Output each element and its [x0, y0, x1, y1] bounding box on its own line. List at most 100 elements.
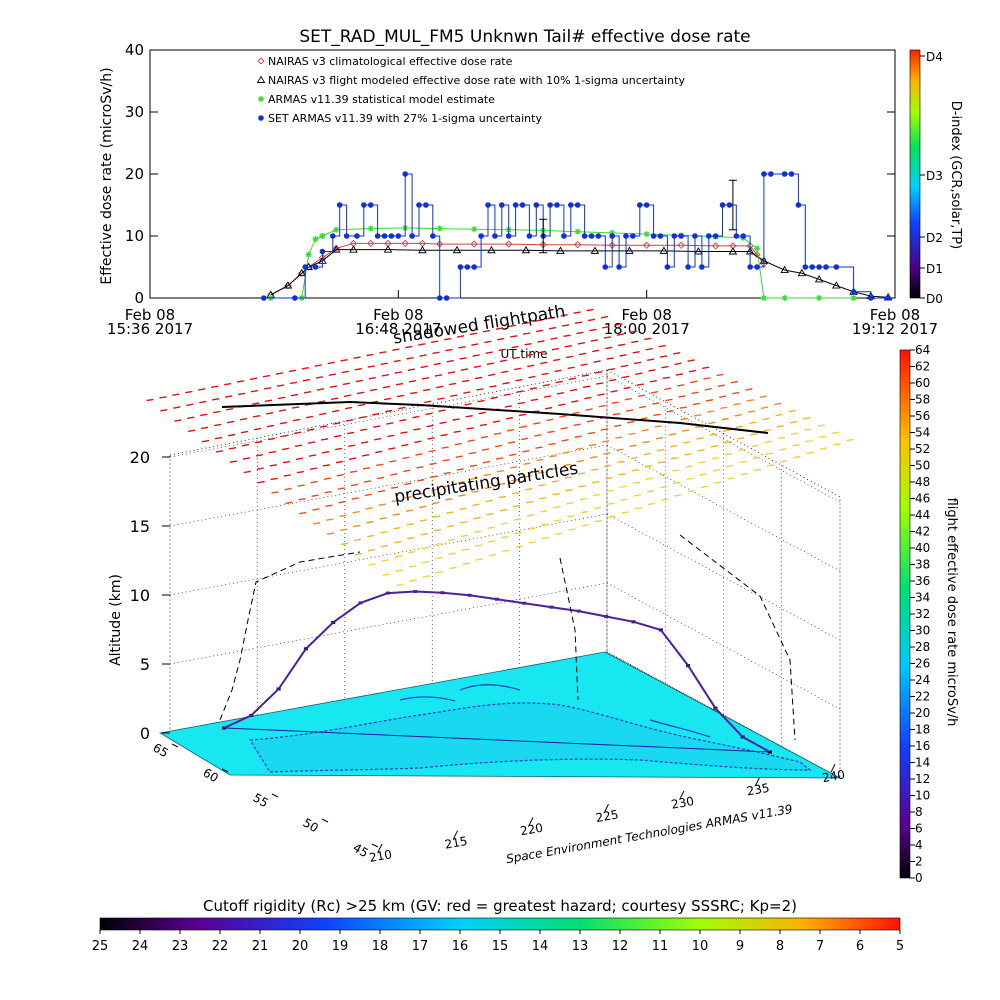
particle-dash	[712, 469, 721, 472]
dose-point-dot	[823, 264, 829, 270]
particle-dash	[381, 374, 389, 377]
particle-dash	[530, 398, 539, 402]
particle-dash	[364, 493, 373, 497]
particle-dash	[444, 337, 452, 341]
particle-dash	[766, 464, 775, 467]
dose-colorbar-tick-label: 4	[915, 838, 923, 852]
particle-dash	[479, 423, 487, 427]
cutoff-rigidity-tick-label: 24	[132, 939, 149, 954]
particle-dash	[600, 428, 609, 431]
particle-dash	[377, 489, 386, 493]
particle-dash	[332, 409, 340, 413]
particle-dash	[747, 410, 756, 413]
particle-dash	[460, 368, 469, 371]
particle-dash	[418, 343, 426, 346]
particle-dash	[623, 386, 631, 390]
particle-dash	[172, 393, 180, 396]
particle-dash	[493, 432, 502, 436]
dose-x-axis-label: UT time	[500, 347, 547, 361]
particle-dash	[584, 396, 592, 400]
dose-point-triangle	[797, 268, 807, 277]
dose-point-triangle	[694, 247, 703, 255]
particle-dash	[576, 331, 584, 335]
particle-dash	[377, 476, 385, 480]
particle-dash	[735, 425, 744, 429]
latitude-tick-label: 50	[301, 815, 321, 835]
particle-dash	[448, 552, 456, 556]
dose-point-triangle	[556, 246, 565, 254]
particle-dash	[697, 449, 705, 452]
particle-dash	[763, 429, 771, 432]
particle-dash	[537, 471, 545, 474]
particle-dash	[622, 375, 630, 379]
particle-dash	[535, 446, 543, 449]
dose-colorbar-tick-label: 58	[915, 393, 930, 407]
particle-dash	[554, 519, 562, 522]
particle-dash	[325, 504, 333, 508]
dose-colorbar-tick-label: 32	[915, 607, 930, 621]
particle-dash	[277, 396, 286, 400]
particle-dash	[541, 372, 549, 376]
particle-dash	[547, 316, 555, 320]
particle-dash	[308, 454, 317, 457]
particle-dash	[537, 340, 545, 343]
latitude-tick-label: 65	[151, 740, 171, 760]
dose-colorbar-label: flight effective dose rate microSv/h	[944, 498, 959, 727]
particle-dash	[342, 382, 351, 386]
particle-dash	[393, 359, 401, 363]
dose-point-dot	[595, 233, 602, 239]
dose-point-asterisk	[305, 251, 312, 258]
particle-dash	[551, 480, 559, 483]
dose-point-asterisk	[367, 225, 374, 232]
dose-point-triangle	[418, 245, 427, 254]
dose-point-diamond	[643, 241, 651, 249]
particle-dash	[369, 388, 378, 392]
particle-dash	[547, 430, 555, 434]
particle-dash	[501, 370, 509, 374]
particle-dash	[668, 433, 677, 436]
particle-dash	[282, 460, 291, 464]
particle-dash	[424, 400, 432, 404]
particle-dash	[358, 403, 366, 407]
grid-line-horizontal	[169, 375, 608, 458]
dose-point-dot	[381, 233, 388, 239]
particle-dash	[354, 367, 362, 371]
particle-dash	[341, 370, 349, 374]
dose-colorbar-tick-label: 52	[915, 442, 930, 456]
particle-dash	[227, 433, 236, 437]
dose-rate-panel: SET_RAD_MUL_FM5 Unknwn Tail# effective d…	[99, 27, 963, 361]
particle-dash	[340, 528, 348, 532]
particle-dash	[555, 532, 563, 536]
dose-colorbar-tick-label: 24	[915, 673, 930, 687]
particle-dash	[484, 486, 493, 490]
particle-dash	[803, 417, 811, 420]
particle-dash	[565, 488, 573, 492]
particle-dash	[315, 376, 323, 379]
particle-dash	[560, 314, 568, 317]
particle-dash	[740, 472, 748, 476]
dose-x-tick-label-time: 19:12 2017	[852, 320, 938, 338]
dose-colorbar-tick-label: 12	[915, 772, 930, 786]
particle-dash	[527, 364, 535, 368]
cutoff-rigidity-tick-label: 13	[572, 939, 589, 954]
dose-point-dot	[657, 233, 664, 239]
dose-colorbar-tick-label: 34	[915, 591, 930, 605]
particle-dash	[464, 403, 472, 406]
particle-dash	[603, 452, 611, 455]
dose-legend-entry: SET ARMAS v11.39 with 27% 1-sigma uncert…	[268, 112, 542, 125]
particle-dash	[617, 460, 625, 464]
particle-dash	[791, 432, 799, 436]
particle-dash	[515, 378, 523, 382]
particle-dash	[615, 323, 623, 326]
particle-dash	[413, 428, 421, 431]
particle-dash	[353, 538, 362, 542]
particle-dash	[616, 448, 624, 451]
dose-legend: NAIRAS v3 climatological effective dose …	[256, 55, 685, 125]
particle-dash	[475, 376, 483, 380]
particle-dash	[619, 485, 627, 489]
dose-point-asterisk	[754, 245, 761, 252]
dose-series	[267, 239, 768, 299]
particle-dash	[473, 516, 481, 520]
particle-dash	[353, 524, 361, 528]
particle-dash	[575, 447, 584, 451]
